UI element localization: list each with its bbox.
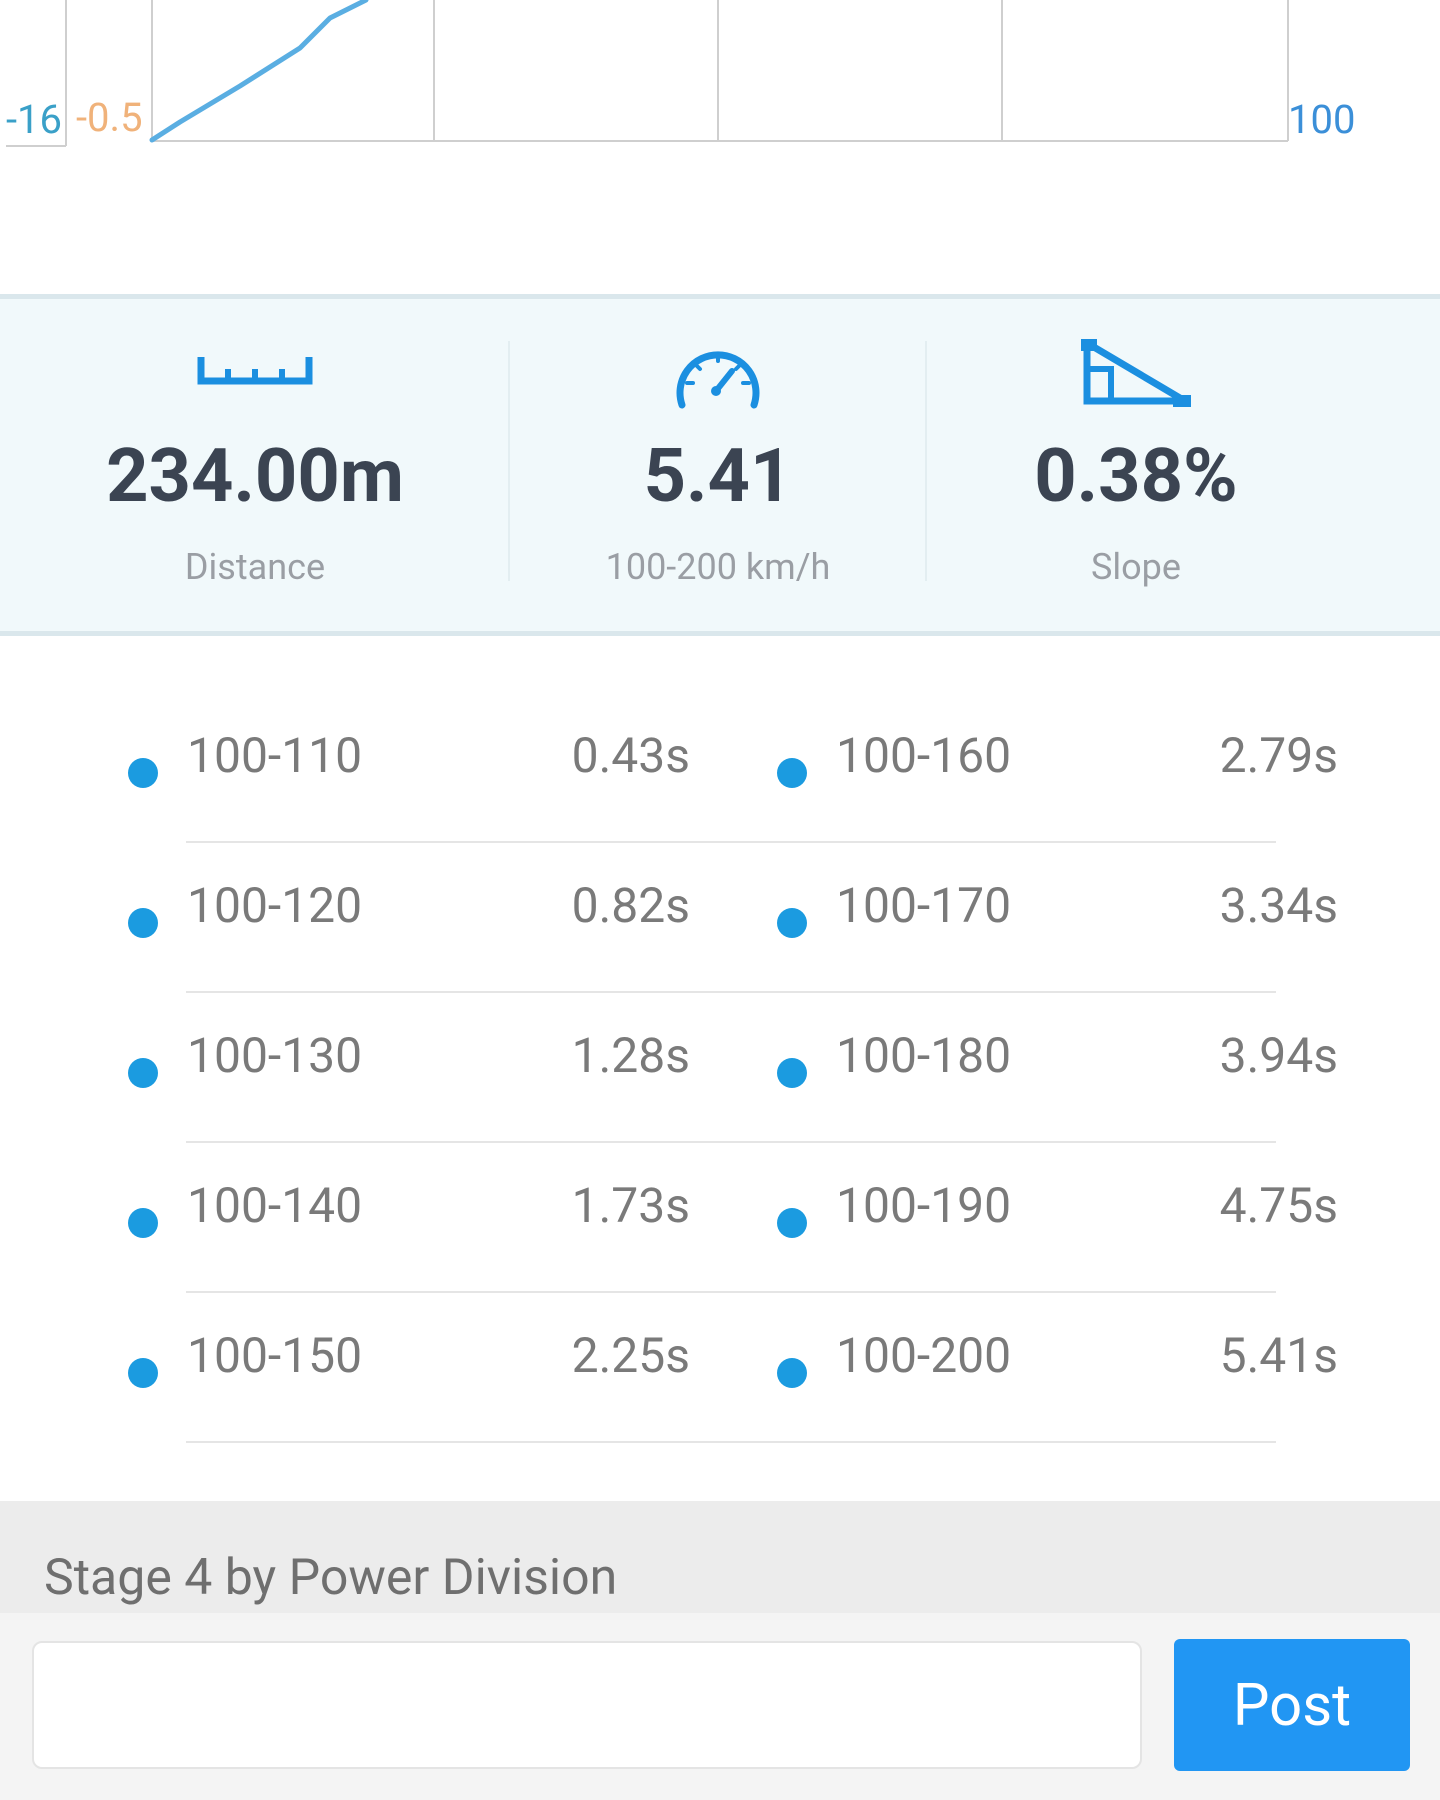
left-axis-label-secondary: -0.5 [76, 94, 143, 141]
distance-label: Distance [184, 546, 326, 588]
split-time: 0.82s [571, 877, 690, 934]
acceleration-range-label: 100-200 km/h [605, 546, 831, 588]
acceleration-time-value: 5.41 [643, 433, 793, 520]
table-row: 100-130 1.28s 100-180 3.94s [0, 980, 1440, 1143]
bullet-dot-icon [777, 908, 807, 938]
split-time: 1.73s [571, 1177, 690, 1234]
split-range: 100-150 [187, 1327, 363, 1384]
summary-divider [508, 341, 510, 581]
comment-input[interactable] [32, 1641, 1142, 1769]
split-time: 2.25s [571, 1327, 690, 1384]
speedometer-icon [676, 351, 760, 409]
summary-time: 5.41 100-200 km/h [510, 299, 926, 631]
table-row: 100-150 2.25s 100-200 5.41s [0, 1280, 1440, 1443]
split-range: 100-130 [187, 1027, 363, 1084]
table-row: 100-120 0.82s 100-170 3.34s [0, 830, 1440, 993]
speed-chart: -16 -0.5 100 [0, 0, 1440, 295]
bullet-dot-icon [128, 908, 158, 938]
bullet-dot-icon [128, 1358, 158, 1388]
stage-header: Stage 4 by Power Division [0, 1501, 1440, 1613]
split-range: 100-190 [836, 1177, 1012, 1234]
split-range: 100-120 [187, 877, 363, 934]
row-divider [186, 1141, 1276, 1143]
bullet-dot-icon [777, 758, 807, 788]
bullet-dot-icon [128, 758, 158, 788]
ruler-icon [197, 357, 313, 385]
slope-icon [1081, 339, 1191, 407]
bullet-dot-icon [128, 1208, 158, 1238]
split-range: 100-170 [836, 877, 1012, 934]
split-range: 100-140 [187, 1177, 363, 1234]
split-time: 0.43s [571, 727, 690, 784]
row-divider [186, 841, 1276, 843]
run-summary-panel: 234.00m Distance 5.41 100-200 km/h 0.38%… [0, 294, 1440, 636]
post-button[interactable]: Post [1174, 1639, 1410, 1771]
summary-slope: 0.38% Slope [926, 299, 1346, 631]
right-axis-label: 100 [1288, 96, 1356, 143]
split-time: 3.34s [1219, 877, 1338, 934]
split-range: 100-200 [836, 1327, 1012, 1384]
table-row: 100-110 0.43s 100-160 2.79s [0, 680, 1440, 843]
split-time: 1.28s [571, 1027, 690, 1084]
bullet-dot-icon [128, 1058, 158, 1088]
bullet-dot-icon [777, 1058, 807, 1088]
speed-chart-plot [6, 0, 1289, 147]
split-range: 100-160 [836, 727, 1012, 784]
distance-value: 234.00m [106, 433, 404, 520]
row-divider [186, 991, 1276, 993]
split-time: 2.79s [1219, 727, 1338, 784]
stage-title: Stage 4 by Power Division [44, 1549, 618, 1607]
slope-value: 0.38% [1034, 433, 1238, 520]
table-row: 100-140 1.73s 100-190 4.75s [0, 1130, 1440, 1293]
speed-series-line [149, 0, 369, 143]
row-divider [186, 1441, 1276, 1443]
bullet-dot-icon [777, 1208, 807, 1238]
comment-bar: Post [0, 1613, 1440, 1800]
split-range: 100-180 [836, 1027, 1012, 1084]
summary-divider [925, 341, 927, 581]
split-time: 5.41s [1219, 1327, 1338, 1384]
bullet-dot-icon [777, 1358, 807, 1388]
split-time: 3.94s [1219, 1027, 1338, 1084]
summary-distance: 234.00m Distance [0, 299, 510, 631]
split-range: 100-110 [187, 727, 363, 784]
row-divider [186, 1291, 1276, 1293]
split-time: 4.75s [1219, 1177, 1338, 1234]
left-axis-label-primary: -16 [6, 96, 63, 143]
slope-label: Slope [1091, 546, 1181, 588]
